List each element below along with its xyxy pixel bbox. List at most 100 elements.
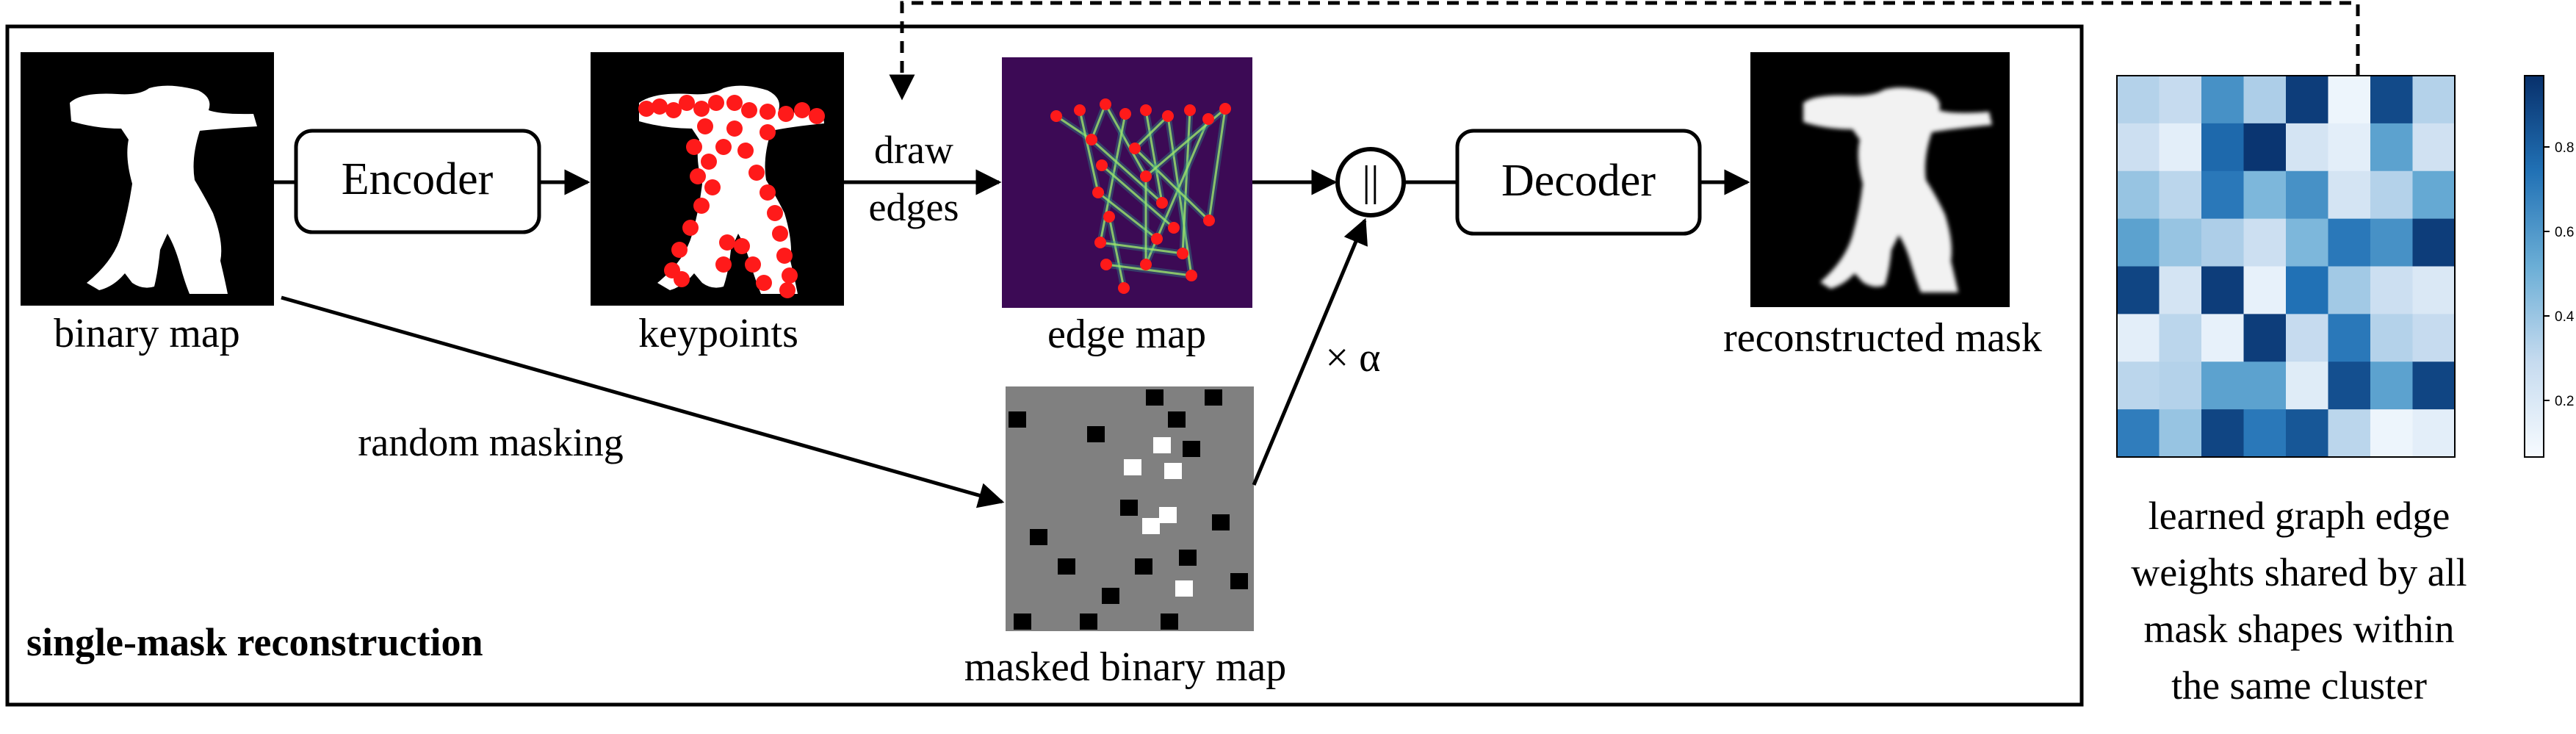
keypoint-dot xyxy=(726,120,743,137)
heatmap-cell xyxy=(2370,314,2413,362)
edge-keypoint-dot xyxy=(1203,215,1215,226)
keypoint-dot xyxy=(734,238,750,254)
keypoint-dot xyxy=(708,95,724,111)
masked-patch-white xyxy=(1164,463,1182,479)
heatmap-cell xyxy=(2243,361,2287,410)
heatmap-cell xyxy=(2243,266,2287,314)
keypoint-dot xyxy=(737,143,754,159)
heatmap-cell xyxy=(2412,361,2456,410)
keypoint-dot xyxy=(697,118,713,134)
heatmap-cell xyxy=(2412,76,2456,124)
edge-map-image xyxy=(1002,57,1252,308)
colorbar-tick-0: 0.8 xyxy=(2555,140,2574,156)
heatmap-cell xyxy=(2159,170,2202,220)
heatmap-cell xyxy=(2328,76,2371,124)
edge-keypoint-dot xyxy=(1086,134,1097,145)
edge-keypoint-dot xyxy=(1162,110,1174,122)
caption-line-3: mask shapes within xyxy=(2144,607,2455,651)
edge-keypoint-dot xyxy=(1092,187,1104,198)
edge-keypoint-dot xyxy=(1129,143,1141,154)
edge-keypoint-dot xyxy=(1050,110,1062,122)
heatmap-cell xyxy=(2412,218,2456,267)
edge-line-core xyxy=(1097,191,1158,240)
edge-keypoint-dot xyxy=(1140,259,1152,270)
masked-patch-black xyxy=(1102,588,1119,604)
alpha-label: × α xyxy=(1326,335,1381,381)
heatmap-cell xyxy=(2370,361,2413,410)
masked-binary-map-label: masked binary map xyxy=(964,644,1287,690)
keypoint-dot xyxy=(715,256,732,273)
decoder-label: Decoder xyxy=(1501,156,1656,206)
keypoint-dot xyxy=(745,256,761,273)
keypoint-dot xyxy=(748,165,765,181)
random-masking-label: random masking xyxy=(358,420,623,464)
edge-keypoint-dot xyxy=(1219,103,1231,115)
heatmap-cell xyxy=(2159,218,2202,267)
reconstructed-mask-label: reconstructed mask xyxy=(1723,315,2042,361)
edge-keypoint-dot xyxy=(1168,222,1180,234)
concat-symbol: || xyxy=(1362,156,1379,204)
heatmap-cell xyxy=(2117,123,2160,172)
heatmap-cell xyxy=(2412,266,2456,314)
heatmap-cell xyxy=(2286,409,2328,458)
edge-line-core xyxy=(1133,115,1169,150)
keypoint-dot xyxy=(674,271,690,287)
caption-line-2: weights shared by all xyxy=(2131,550,2467,594)
heatmap-cell xyxy=(2286,123,2328,172)
heatmap-cell xyxy=(2159,409,2202,458)
heatmap-cell xyxy=(2159,314,2202,362)
arrow-random-masking xyxy=(281,295,1005,508)
keypoint-dot xyxy=(760,104,776,120)
masked-patch-black xyxy=(1161,614,1178,630)
heatmap-cell xyxy=(2370,76,2413,124)
keypoint-dot xyxy=(760,124,776,140)
keypoint-dot xyxy=(778,106,794,122)
edge-keypoint-dot xyxy=(1103,211,1115,223)
masked-patch-black xyxy=(1179,550,1197,566)
edge-line-core xyxy=(1166,115,1193,276)
masked-patch-black xyxy=(1014,614,1031,630)
edge-line-core xyxy=(1090,104,1107,140)
edge-line-core xyxy=(1108,216,1125,289)
keypoint-dot xyxy=(756,275,772,291)
panel-title: single-mask reconstruction xyxy=(26,620,483,664)
keypoint-dot xyxy=(638,101,654,117)
heatmap-cell xyxy=(2201,170,2244,220)
edge-weight-heatmap xyxy=(2116,75,2456,458)
edge-keypoint-dot xyxy=(1184,104,1196,116)
heatmap-cell xyxy=(2370,409,2413,458)
edge-line-core xyxy=(1208,108,1227,221)
dashed-feedback-arrow xyxy=(889,1,2360,101)
edge-line-core xyxy=(1144,109,1163,204)
keypoint-dot xyxy=(776,248,793,264)
masked-patch-black xyxy=(1009,411,1026,428)
edge-keypoint-dot xyxy=(1096,159,1108,171)
heatmap-cell xyxy=(2117,170,2160,220)
keypoint-dot xyxy=(809,108,825,124)
edge-line-core xyxy=(1181,109,1191,254)
edge-keypoint-dot xyxy=(1100,98,1111,110)
heatmap-cell xyxy=(2370,170,2413,220)
heatmap-cell xyxy=(2201,76,2244,124)
draw-edges-label-line2: edges xyxy=(869,185,959,229)
edge-line-core xyxy=(1100,241,1183,255)
keypoint-dot xyxy=(665,102,682,118)
heatmap-cell xyxy=(2412,314,2456,362)
masked-patch-black xyxy=(1030,529,1047,545)
edge-keypoint-dot xyxy=(1140,170,1152,182)
keypoint-dot xyxy=(772,226,788,242)
heatmap-cell xyxy=(2201,361,2244,410)
heatmap-cell xyxy=(2159,361,2202,410)
heatmap-cell xyxy=(2243,170,2287,220)
keypoint-dot xyxy=(719,234,735,251)
heatmap-cell xyxy=(2201,314,2244,362)
masked-patch-black xyxy=(1183,441,1200,457)
edge-map-label: edge map xyxy=(1047,312,1206,357)
keypoint-dot xyxy=(704,179,721,195)
edge-line-core xyxy=(1101,164,1175,229)
keypoints-image xyxy=(591,52,844,306)
heatmap-cell xyxy=(2370,266,2413,314)
heatmap-cell xyxy=(2370,218,2413,267)
keypoint-dot xyxy=(693,198,710,214)
heatmap-cell xyxy=(2328,314,2371,362)
